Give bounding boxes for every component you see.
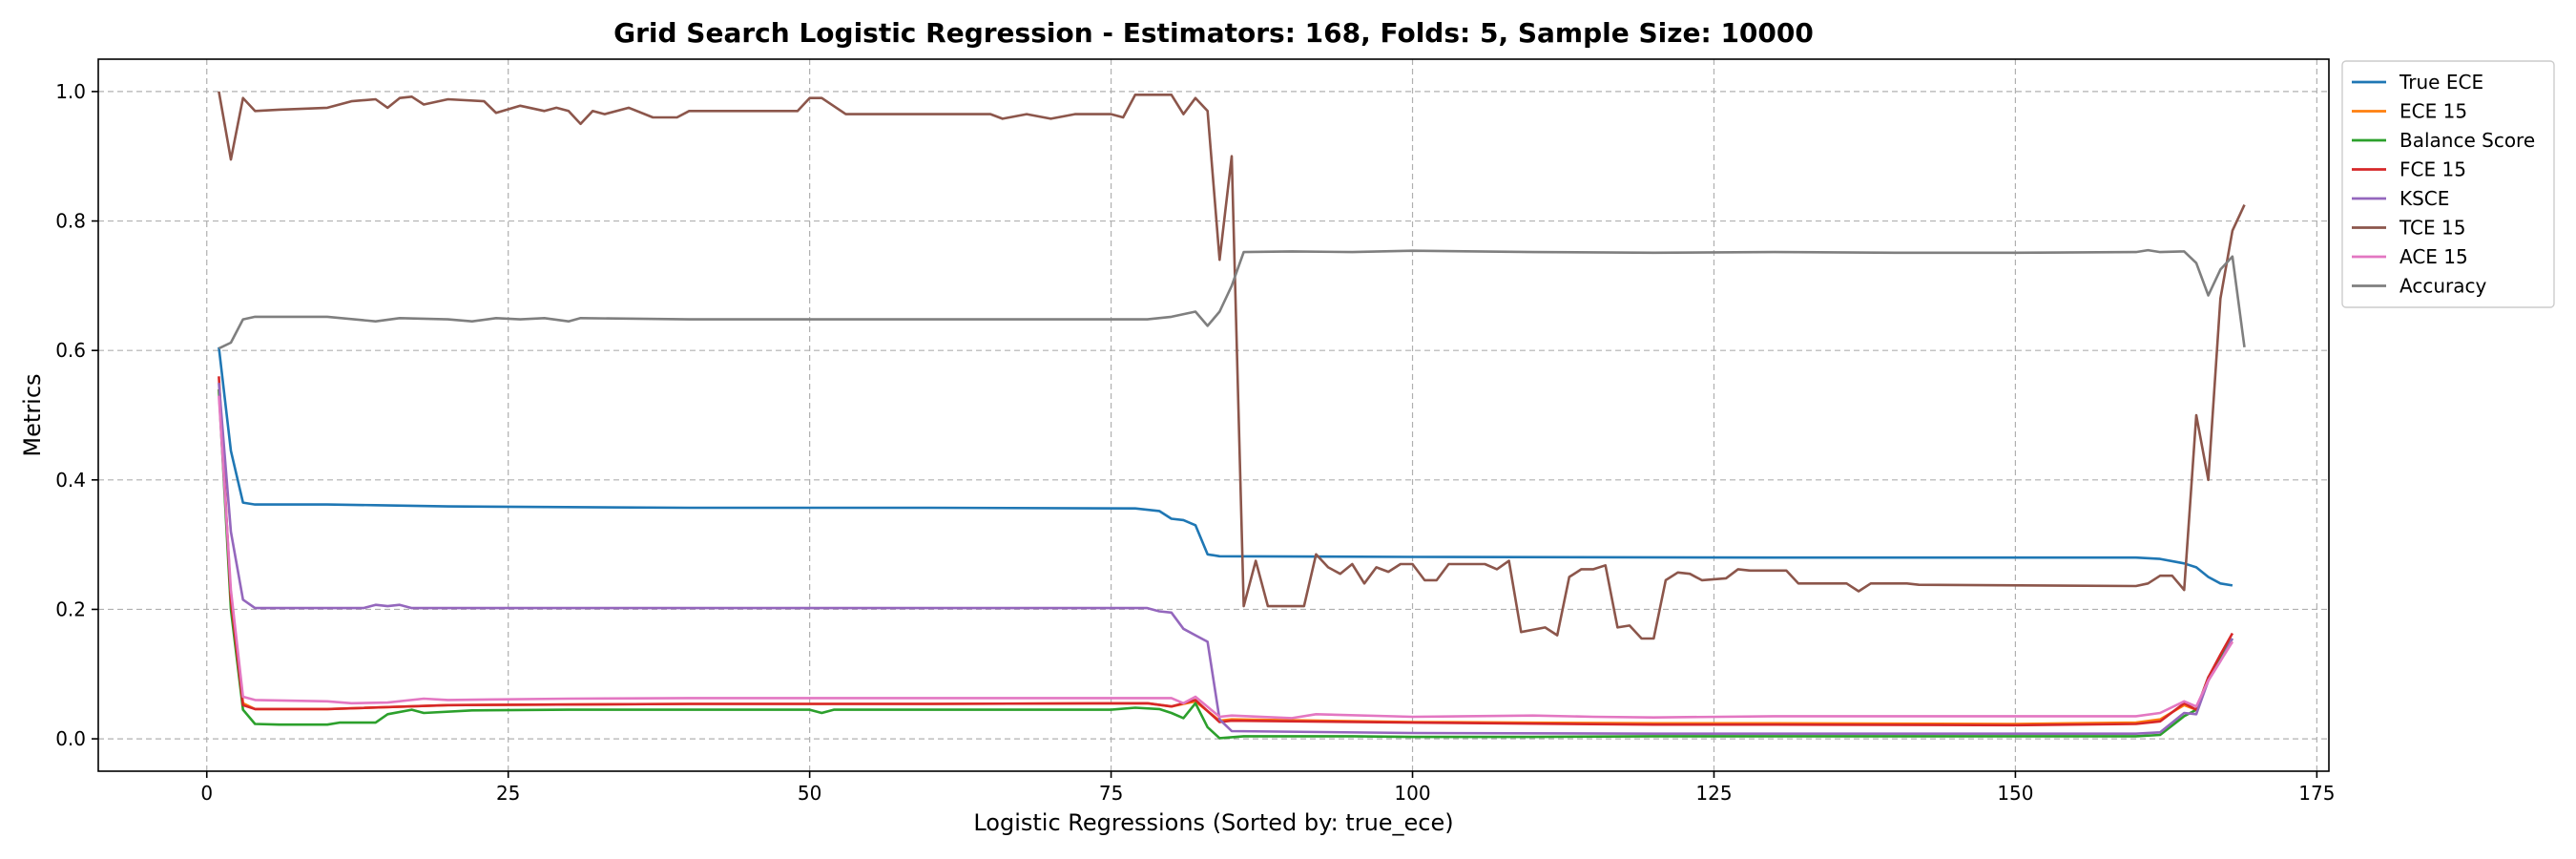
plot-frame xyxy=(97,58,2330,772)
x-tick-label: 100 xyxy=(1394,782,1430,805)
y-tick-label: 0.8 xyxy=(55,210,86,233)
x-tick-label: 125 xyxy=(1695,782,1732,805)
series-line-true-ece xyxy=(218,346,2233,587)
y-tick-label: 0.4 xyxy=(55,469,86,492)
legend-label-balance-score: Balance Score xyxy=(2399,129,2535,152)
legend-label-ksce: KSCE xyxy=(2399,187,2449,210)
y-tick-label: 0.0 xyxy=(55,727,86,750)
legend-box xyxy=(2341,60,2555,308)
x-tick-label: 25 xyxy=(496,782,520,805)
x-tick-label: 175 xyxy=(2298,782,2335,805)
legend-label-ece-15: ECE 15 xyxy=(2399,100,2467,123)
series-lines xyxy=(218,91,2246,740)
series-line-tce-15 xyxy=(218,91,2246,640)
legend: True ECE ECE 15 Balance Score FCE 15 KSCE TCE… xyxy=(2341,60,2555,308)
grid xyxy=(98,59,2329,771)
series-line-ace-15 xyxy=(218,395,2234,720)
x-axis-label: Logistic Regressions (Sorted by: true_ec… xyxy=(973,809,1453,836)
series-line-ksce xyxy=(218,382,2234,735)
series-line-fce-15 xyxy=(218,376,2234,727)
legend-label-true-ece: True ECE xyxy=(2399,71,2483,94)
legend-label-tce-15: TCE 15 xyxy=(2399,217,2465,240)
legend-label-fce-15: FCE 15 xyxy=(2399,158,2466,181)
x-tick-label: 150 xyxy=(1997,782,2033,805)
y-tick-label: 0.2 xyxy=(55,597,86,620)
legend-label-ace-15: ACE 15 xyxy=(2399,245,2468,268)
series-line-balance-score xyxy=(218,388,2234,740)
x-tick-label: 50 xyxy=(798,782,821,805)
x-tick-label: 75 xyxy=(1099,782,1123,805)
legend-label-accuracy: Accuracy xyxy=(2399,275,2486,298)
y-axis-label: Metrics xyxy=(19,373,46,456)
y-tick-label: 0.6 xyxy=(55,339,86,362)
y-tick-label: 1.0 xyxy=(55,80,86,103)
chart-title: Grid Search Logistic Regression - Estima… xyxy=(613,17,1814,49)
x-tick-label: 0 xyxy=(200,782,213,805)
series-line-accuracy xyxy=(218,248,2246,350)
axis-ticks: 0 25 50 75 100 125 150 175 0.0 0.2 0.4 0.6 0.8 1.0 xyxy=(55,80,2335,805)
